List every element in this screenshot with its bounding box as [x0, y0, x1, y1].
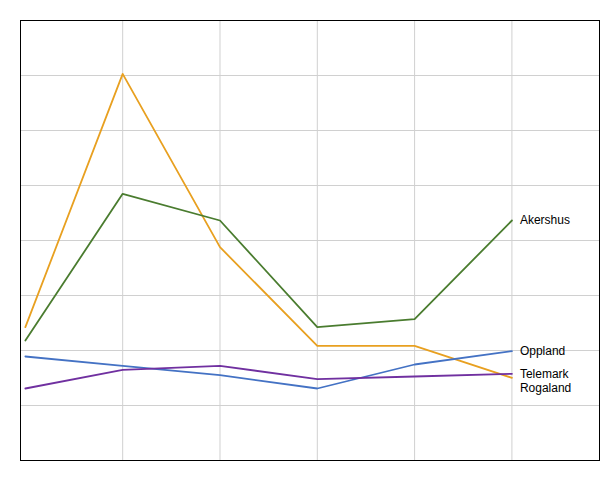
svg-text:Oppland: Oppland — [520, 344, 565, 358]
svg-text:Akershus: Akershus — [520, 213, 570, 227]
svg-text:Telemark: Telemark — [520, 367, 570, 381]
svg-text:Rogaland: Rogaland — [520, 381, 571, 395]
